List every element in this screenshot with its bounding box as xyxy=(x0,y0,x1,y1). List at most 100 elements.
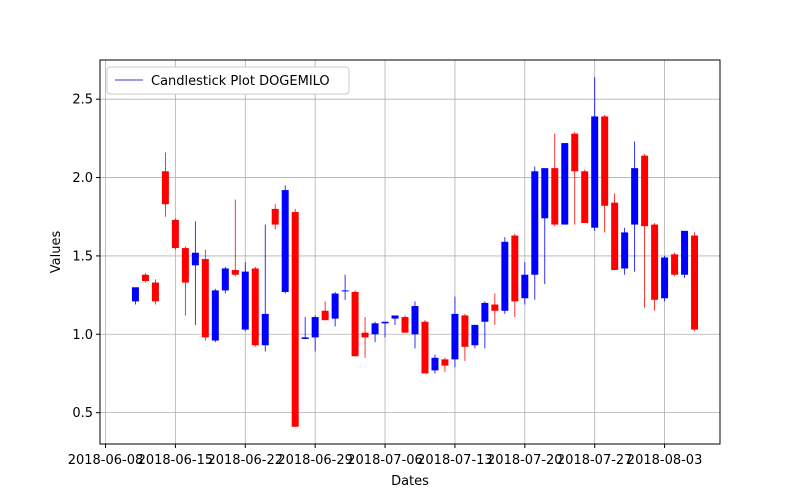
candle-body xyxy=(571,133,579,172)
candle xyxy=(131,287,139,305)
candle-body xyxy=(621,232,629,269)
axis-ticks: 0.51.01.52.02.52018-06-082018-06-152018-… xyxy=(68,93,703,468)
x-tick-label: 2018-06-22 xyxy=(207,453,283,468)
candle xyxy=(211,288,219,343)
y-tick-label: 1.0 xyxy=(72,328,93,343)
candle-body xyxy=(401,317,409,333)
candle xyxy=(221,266,229,294)
candle xyxy=(611,193,619,271)
candle xyxy=(371,321,379,343)
candle xyxy=(691,232,699,332)
candle xyxy=(451,296,459,368)
candle xyxy=(531,166,539,300)
candle xyxy=(231,199,239,277)
candle xyxy=(621,227,629,275)
candle-body xyxy=(341,290,349,292)
candle xyxy=(581,169,589,224)
candle-body xyxy=(221,268,229,291)
plot-frame xyxy=(99,59,721,445)
candle-body xyxy=(231,270,239,275)
x-tick-label: 2018-06-15 xyxy=(138,453,214,468)
candle xyxy=(441,357,449,372)
candle xyxy=(241,262,249,332)
candle-body xyxy=(451,313,459,360)
candle-body xyxy=(391,315,399,319)
x-tick-label: 2018-06-08 xyxy=(68,453,144,468)
candle-body xyxy=(531,171,539,275)
candle-body xyxy=(371,323,379,335)
legend: Candlestick Plot DOGEMILO xyxy=(106,66,350,95)
candle xyxy=(631,141,639,272)
candle-body xyxy=(411,306,419,335)
legend-box xyxy=(106,66,350,95)
candle xyxy=(161,152,169,217)
candle xyxy=(321,301,329,321)
candle-body xyxy=(461,315,469,347)
candle xyxy=(261,224,269,352)
candle xyxy=(641,154,649,308)
candle-body xyxy=(141,274,149,281)
candle-body xyxy=(161,171,169,205)
candle-body xyxy=(271,208,279,225)
candle-body xyxy=(191,252,199,266)
candle xyxy=(301,317,309,339)
candle xyxy=(311,315,319,352)
candle xyxy=(411,301,419,349)
candle-body xyxy=(281,190,289,292)
x-tick-label: 2018-07-13 xyxy=(417,453,493,468)
candle xyxy=(491,293,499,325)
candle-body xyxy=(441,359,449,366)
candle-body xyxy=(181,248,189,283)
candle xyxy=(501,237,509,314)
candle-body xyxy=(691,235,699,330)
x-tick-label: 2018-06-29 xyxy=(277,453,353,468)
candle xyxy=(391,315,399,325)
candle xyxy=(601,114,609,233)
candle-body xyxy=(501,241,509,311)
candle-body xyxy=(201,259,209,338)
x-axis-label: Dates xyxy=(391,474,429,489)
candle-body xyxy=(641,155,649,227)
candle xyxy=(571,132,579,225)
candle xyxy=(331,291,339,327)
y-tick-label: 2.5 xyxy=(72,93,93,108)
candle xyxy=(201,249,209,341)
candle-body xyxy=(261,313,269,346)
candle xyxy=(291,208,299,427)
candle xyxy=(461,313,469,361)
candle xyxy=(591,77,599,231)
candle-body xyxy=(211,290,219,341)
candle xyxy=(651,223,659,311)
candle-body xyxy=(521,274,529,299)
candle-body xyxy=(331,293,339,319)
candle-body xyxy=(591,116,599,228)
candle-body xyxy=(241,271,249,330)
candle-body xyxy=(651,224,659,300)
candle xyxy=(681,230,689,278)
candle-body xyxy=(681,230,689,275)
candle-body xyxy=(671,254,679,275)
candle-body xyxy=(511,235,519,302)
candle xyxy=(431,354,439,374)
candle xyxy=(361,317,369,358)
candle-body xyxy=(601,116,609,206)
candle-body xyxy=(251,268,259,346)
candle xyxy=(401,315,409,333)
candle-body xyxy=(481,302,489,322)
candle xyxy=(541,168,549,285)
candle-body xyxy=(381,321,389,324)
candle xyxy=(421,320,429,374)
x-tick-label: 2018-07-27 xyxy=(557,453,633,468)
candle xyxy=(471,324,479,349)
candle xyxy=(191,221,199,325)
candle xyxy=(521,262,529,305)
candle xyxy=(661,255,669,302)
candle-body xyxy=(301,337,309,339)
candle-body xyxy=(661,257,669,299)
candle-body xyxy=(351,291,359,357)
candle-body xyxy=(291,212,299,427)
candle-body xyxy=(551,168,559,225)
candle-body xyxy=(361,332,369,338)
candle-body xyxy=(131,287,139,302)
